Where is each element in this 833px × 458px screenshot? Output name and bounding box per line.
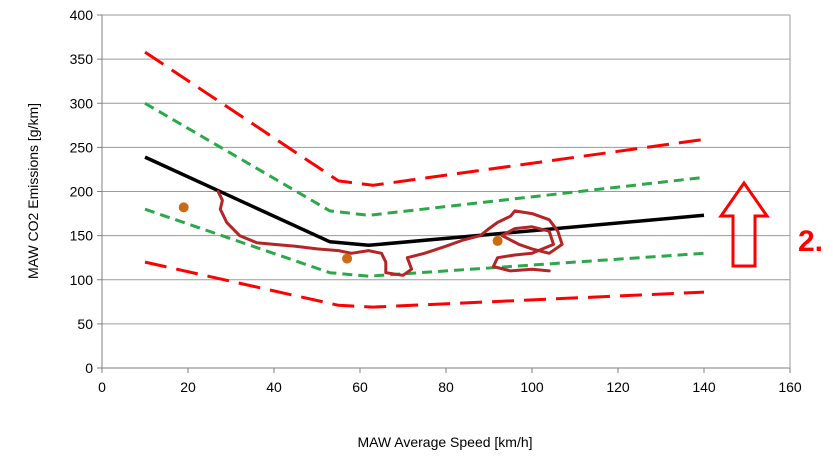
x-tick-label-60: 60 xyxy=(352,379,368,395)
increase-arrow-annotation: 2. xyxy=(718,180,823,268)
data-point-1 xyxy=(342,253,353,264)
series-line-dashed-red-3 xyxy=(144,50,705,187)
x-tick-label-120: 120 xyxy=(606,379,630,395)
x-tick-label-160: 160 xyxy=(778,379,802,395)
y-tick-label-0: 0 xyxy=(85,360,93,376)
y-axis-label: MAW CO2 Emissions [g/km] xyxy=(25,103,41,279)
measured-trace xyxy=(216,190,564,277)
series-line-dashed-green-1 xyxy=(144,102,705,217)
series-line-solid-black-0 xyxy=(144,155,705,248)
y-tick-label-50: 50 xyxy=(77,316,93,332)
y-tick-label-200: 200 xyxy=(70,184,94,200)
x-tick-label-140: 140 xyxy=(692,379,716,395)
y-tick-label-400: 400 xyxy=(70,7,94,23)
data-point-0 xyxy=(178,202,189,213)
series-lines xyxy=(144,50,705,309)
x-tick-label-40: 40 xyxy=(266,379,282,395)
series-line-dashed-red-4 xyxy=(144,260,705,309)
y-tick-label-150: 150 xyxy=(70,228,94,244)
x-axis-label: MAW Average Speed [km/h] xyxy=(357,434,532,450)
data-point-2 xyxy=(492,235,503,246)
x-tick-label-100: 100 xyxy=(520,379,544,395)
annotation-label: 2. xyxy=(798,225,823,258)
data-points xyxy=(178,202,503,264)
y-tick-label-100: 100 xyxy=(70,272,94,288)
axes xyxy=(97,14,791,373)
trace-line xyxy=(216,190,564,277)
up-arrow-icon xyxy=(718,180,770,268)
y-tick-label-250: 250 xyxy=(70,139,94,155)
y-tick-label-300: 300 xyxy=(70,95,94,111)
gridlines xyxy=(102,14,790,325)
x-tick-label-20: 20 xyxy=(180,379,196,395)
y-tick-label-350: 350 xyxy=(70,51,94,67)
tick-labels: 0 50 100 150 200 250 300 350 400 0 20 40 60 80 100 120 1… xyxy=(70,7,802,395)
x-tick-label-0: 0 xyxy=(98,379,106,395)
series-line-dashed-green-2 xyxy=(144,207,705,278)
x-tick-label-80: 80 xyxy=(438,379,454,395)
